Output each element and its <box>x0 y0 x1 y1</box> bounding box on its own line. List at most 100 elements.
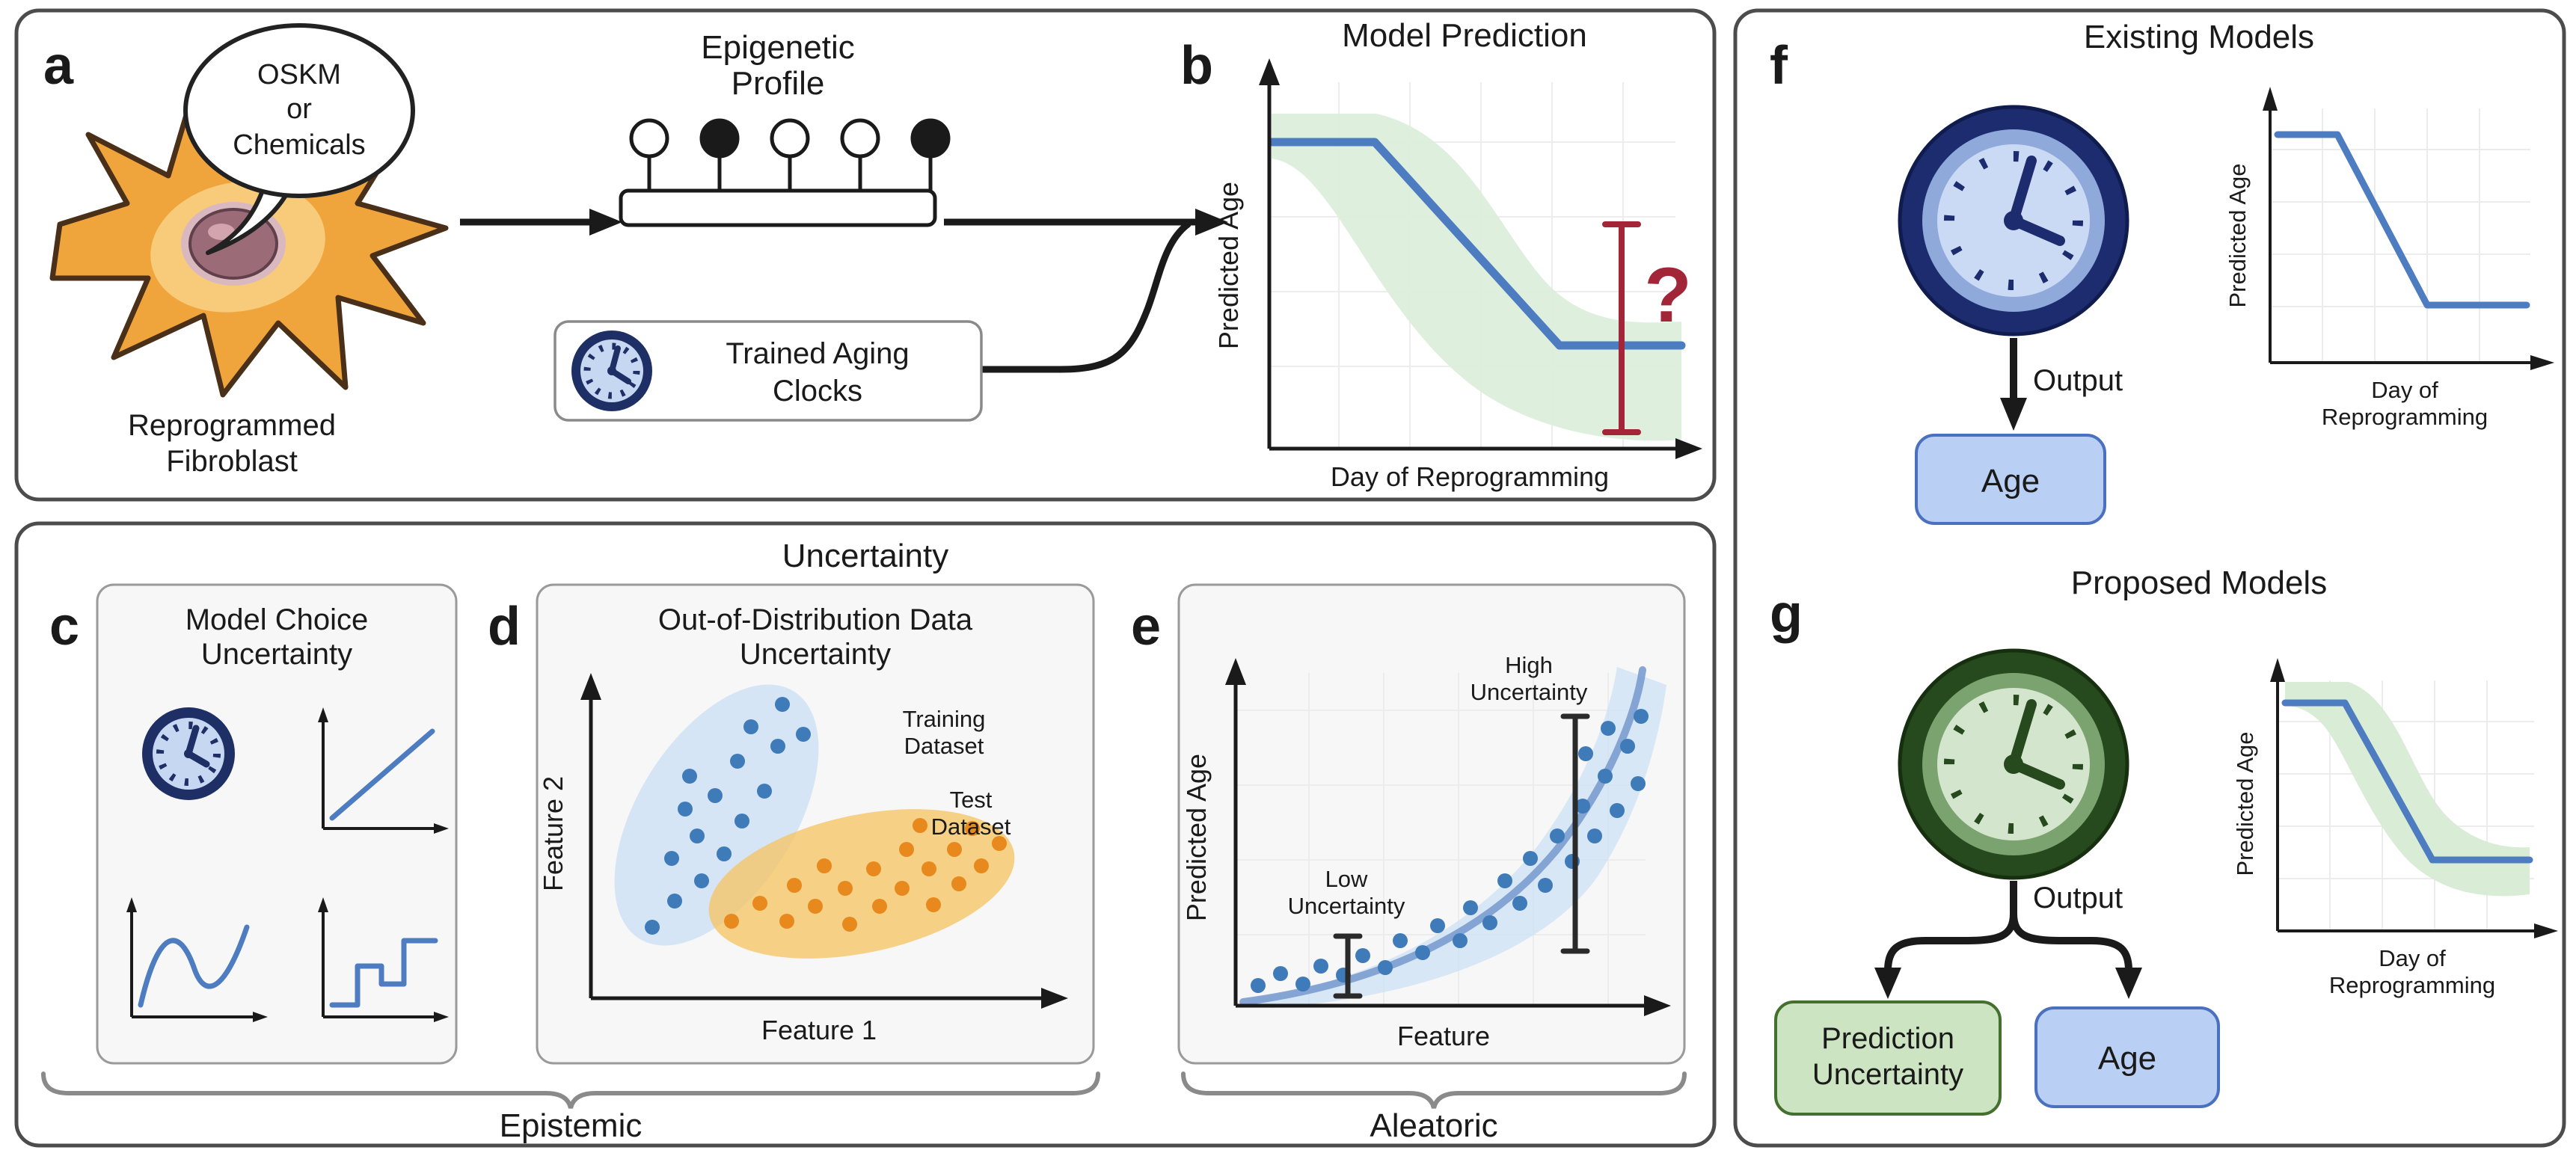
epigenetic-title-line-1: Epigenetic <box>701 29 854 66</box>
cell-caption-line-1: Reprogrammed <box>128 409 336 442</box>
data-point <box>752 896 767 911</box>
data-point <box>1355 948 1370 963</box>
y-axis-arrowhead <box>2270 658 2285 682</box>
data-point <box>1598 769 1613 784</box>
data-point <box>694 873 709 888</box>
panel-c-title-line-2: Uncertainty <box>201 638 352 671</box>
data-point <box>1550 828 1565 843</box>
data-point <box>866 861 881 876</box>
x-axis-label: Feature 1 <box>761 1015 877 1045</box>
clock-ticks <box>583 342 640 399</box>
data-point <box>1601 721 1616 736</box>
arrow-head-right <box>2115 968 2142 999</box>
chart-model-prediction: ? Predicted Age Day of Reprogramming <box>1213 58 1702 492</box>
data-point <box>1620 739 1635 754</box>
data-point <box>682 769 697 784</box>
data-point <box>787 878 802 893</box>
epistemic-label: Epistemic <box>500 1107 643 1144</box>
panel-g-letter: g <box>1770 584 1803 644</box>
question-mark: ? <box>1644 252 1692 339</box>
epistemic-brace <box>41 1072 1100 1109</box>
trained-aging-clocks-box: Trained Aging Clocks <box>553 320 983 422</box>
predicted-age-line <box>2281 699 2533 864</box>
data-point <box>1482 915 1497 930</box>
panel-a-letter: a <box>43 36 74 96</box>
training-data-points <box>645 697 811 935</box>
methylation-site-4 <box>840 118 880 159</box>
step-line <box>329 938 438 1008</box>
cell-caption-line-2: Fibroblast <box>166 445 298 478</box>
arrow-head <box>1195 209 1228 236</box>
data-point <box>1587 828 1602 843</box>
arrow-head <box>2000 398 2027 431</box>
data-point <box>1273 966 1288 981</box>
data-point <box>947 842 962 857</box>
low-uncertainty-errorbar <box>1333 933 1363 999</box>
panel-d-title-line-2: Uncertainty <box>740 638 891 671</box>
data-point <box>1313 959 1328 974</box>
x-axis-arrowhead <box>2534 923 2558 938</box>
data-point <box>775 697 790 712</box>
clock-box-frame <box>553 320 983 422</box>
x-axis-arrowhead <box>434 823 449 834</box>
model-prediction-title: Model Prediction <box>1342 17 1587 54</box>
data-point <box>1453 933 1468 948</box>
existing-model-clock-icon <box>1898 105 2129 336</box>
x-axis-arrowhead <box>2530 355 2554 370</box>
y-axis-label: Predicted Age <box>1181 754 1212 921</box>
clock-minute-hand <box>2008 156 2037 226</box>
data-point <box>1538 878 1553 893</box>
y-axis-arrowhead <box>2263 87 2278 111</box>
axes <box>589 695 1044 1000</box>
existing-models-title: Existing Models <box>2084 19 2314 55</box>
proposed-model-clock-icon <box>1898 648 2129 880</box>
panel-d-letter: d <box>488 597 521 657</box>
data-point <box>808 899 823 914</box>
arrow-branch-left <box>1884 910 2017 977</box>
data-point <box>1430 918 1445 933</box>
step-model-sketch <box>318 897 449 1022</box>
data-point <box>838 881 853 896</box>
arrow-cell-to-profile <box>460 209 622 236</box>
uncertainty-title: Uncertainty <box>782 538 949 574</box>
linear-model-sketch <box>318 707 449 834</box>
data-point <box>1512 896 1527 911</box>
prediction-uncertainty-line-2: Uncertainty <box>1812 1058 1963 1091</box>
age-box-label: Age <box>1981 463 2040 499</box>
clock-connector <box>978 221 1192 373</box>
y-axis-label: Predicted Age <box>2232 731 2258 876</box>
data-point <box>1634 709 1649 724</box>
clock-ticks <box>156 722 221 786</box>
data-point <box>678 802 693 817</box>
clock-box-line-2: Clocks <box>773 375 862 408</box>
bubble-line-1: OSKM <box>257 59 341 90</box>
test-label-line-1: Test <box>950 787 993 813</box>
arrow-clock-to-age <box>2000 338 2027 431</box>
aleatoric-label: Aleatoric <box>1370 1107 1497 1144</box>
green-uncertainty-band <box>1272 114 1681 441</box>
data-point <box>645 920 660 935</box>
speech-bubble-body <box>183 23 415 198</box>
data-point <box>951 876 966 891</box>
data-point <box>1415 945 1430 960</box>
clock-center <box>184 749 193 758</box>
panel-c-title-line-1: Model Choice <box>185 603 369 636</box>
data-point <box>1378 960 1393 975</box>
output-label-f: Output <box>2033 364 2123 397</box>
data-point <box>770 739 785 754</box>
axes <box>1233 680 1647 1008</box>
x-axis-arrowhead <box>1675 438 1702 459</box>
data-point <box>1463 900 1478 915</box>
panel-b-letter: b <box>1180 36 1213 96</box>
x-axis-label-line-1: Day of <box>2379 945 2446 971</box>
aging-clock-icon <box>571 330 652 411</box>
data-point <box>690 828 705 843</box>
data-point <box>817 858 832 873</box>
x-axis-arrowhead <box>253 1012 268 1022</box>
panel-f-letter: f <box>1770 36 1788 96</box>
data-point <box>1578 746 1593 761</box>
clock-minute-hand <box>2008 699 2037 769</box>
panel-c-box <box>96 583 458 1065</box>
training-cluster-ellipse <box>614 684 819 946</box>
